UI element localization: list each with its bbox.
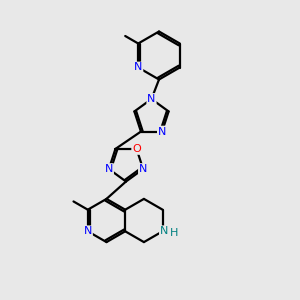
Text: O: O (132, 144, 141, 154)
Text: N: N (160, 226, 168, 236)
Text: N: N (84, 226, 92, 236)
Text: N: N (139, 164, 147, 174)
Text: N: N (147, 94, 156, 104)
Text: N: N (134, 62, 142, 73)
Text: N: N (105, 164, 113, 174)
Text: H: H (170, 228, 178, 238)
Text: N: N (158, 127, 166, 136)
